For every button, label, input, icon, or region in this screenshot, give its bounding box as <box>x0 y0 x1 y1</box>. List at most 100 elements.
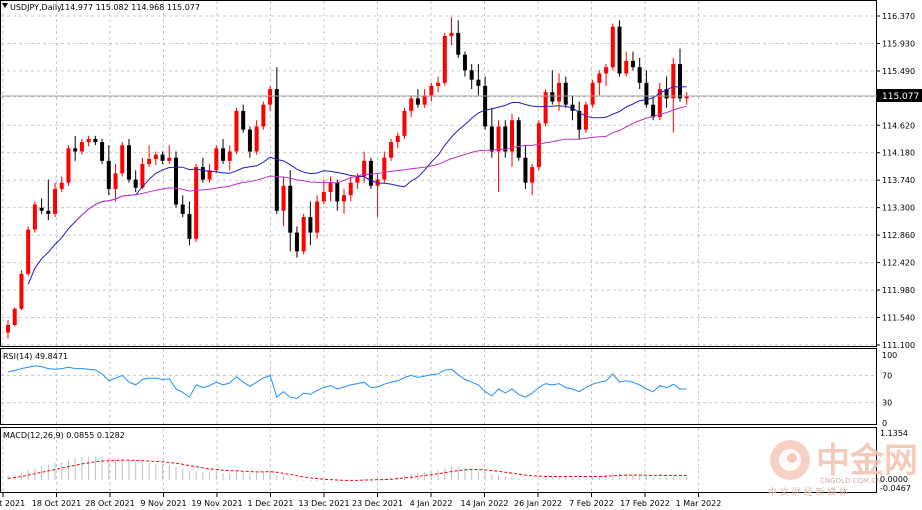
candle-body <box>6 325 10 333</box>
macd-tick-label: 1.1354 <box>880 429 908 438</box>
candle-body <box>200 167 205 180</box>
date-tick-label: 13 Dec 2021 <box>298 499 349 508</box>
ma-slow-line <box>74 105 687 222</box>
candle-body <box>503 126 508 152</box>
candle-body <box>684 96 689 99</box>
macd-signal-line <box>7 459 687 481</box>
candle-body <box>227 151 232 161</box>
candle-body <box>174 157 178 205</box>
candle-body <box>489 126 494 152</box>
candle-body <box>180 204 185 214</box>
candle-body <box>624 60 629 74</box>
candle-body <box>254 126 259 152</box>
price-tick-label: 116.370 <box>882 12 915 21</box>
price-tick-label: 111.100 <box>882 341 915 350</box>
date-tick-label: 17 Feb 2022 <box>620 499 670 508</box>
rsi-tick-label: 70 <box>882 371 892 380</box>
macd-series <box>7 456 688 482</box>
candle-body <box>86 138 91 143</box>
chart-ohlc: 114.977 115.082 114.968 115.077 <box>60 3 200 12</box>
watermark: 中金网 CNGOLD.COM.CN 中 文 财 经 新 媒 体 <box>768 440 918 498</box>
rsi-tick-label: 100 <box>882 351 897 360</box>
candle-body <box>530 167 535 183</box>
candle-body <box>510 120 514 152</box>
rsi-tick-label: 0 <box>882 419 887 428</box>
price-tick-label: 114.180 <box>882 149 915 158</box>
candle-body <box>550 92 555 102</box>
candle-body <box>153 154 158 159</box>
candle-body <box>140 163 145 188</box>
candle-body <box>590 82 595 105</box>
candle-body <box>194 167 199 239</box>
rsi-series <box>7 365 687 400</box>
rsi-line <box>7 365 687 400</box>
candle-body <box>442 35 447 83</box>
candle-body <box>207 170 212 180</box>
candle-body <box>389 142 394 158</box>
candle-body <box>651 104 656 118</box>
candle-body <box>368 160 373 186</box>
candle-body <box>456 32 461 55</box>
candle-body <box>234 110 239 152</box>
candle-body <box>328 182 333 193</box>
candle-body <box>12 308 17 326</box>
price-tick-label: 113.740 <box>882 176 915 185</box>
candle-body <box>362 160 367 177</box>
candle-body <box>395 135 400 143</box>
date-tick-label: 1 Dec 2021 <box>247 499 293 508</box>
chart-symbol: USDJPY,Daily <box>10 3 62 12</box>
current-price-tag <box>877 89 922 102</box>
current-price-label: 115.077 <box>882 92 919 102</box>
candle-body <box>268 89 273 105</box>
symbol-marker-icon <box>2 3 8 8</box>
candle-body <box>53 188 58 214</box>
candle-body <box>281 185 286 211</box>
watermark-brand: 中金网 <box>816 441 918 481</box>
rsi-panel-frame <box>0 348 877 425</box>
candle-body <box>59 182 64 189</box>
candle-body <box>355 176 360 183</box>
candle-body <box>315 201 320 233</box>
watermark-logo-dot <box>787 453 797 463</box>
candle-body <box>348 182 353 196</box>
candle-body <box>167 157 172 161</box>
date-tick-label: 23 Dec 2021 <box>352 499 403 508</box>
candle-body <box>66 148 71 183</box>
price-tick-label: 114.620 <box>882 121 915 130</box>
price-tick-label: 111.540 <box>882 314 915 323</box>
candle-body <box>32 204 37 230</box>
date-tick-label: 26 Jan 2022 <box>514 499 562 508</box>
candle-body <box>247 129 252 152</box>
date-tick-label: 18 Oct 2021 <box>32 499 81 508</box>
rsi-label: RSI(14) 49.8471 <box>3 352 68 361</box>
macd-panel-frame <box>0 427 877 493</box>
candle-body <box>335 182 340 202</box>
price-tick-label: 111.980 <box>882 286 915 295</box>
date-tick-label: 4 Jan 2022 <box>410 499 453 508</box>
candle-body <box>422 95 427 105</box>
date-axis: 5 Oct 2021 18 Oct 2021 28 Oct 2021 9 Nov 20… <box>0 493 721 508</box>
candle-body <box>187 213 192 239</box>
candle-body <box>382 157 387 180</box>
candle-body <box>288 185 293 233</box>
candle-body <box>402 110 407 136</box>
candle-body <box>19 273 24 309</box>
date-tick-label: 19 Nov 2021 <box>191 499 242 508</box>
candle-body <box>26 229 31 274</box>
candle-body <box>630 60 635 68</box>
candle-body <box>120 145 125 174</box>
macd-axis: 1.1354 0.0000-0.0467 <box>880 429 911 493</box>
main-panel-frame <box>0 0 877 347</box>
date-tick-label: 5 Oct 2021 <box>0 499 25 508</box>
candle-body <box>39 207 44 211</box>
price-tick-label: 115.490 <box>882 67 915 76</box>
candle-body <box>583 104 588 130</box>
candle-body <box>496 126 501 152</box>
candle-body <box>436 82 441 86</box>
macd-label: MACD(12,26,9) 0.0855 0.1282 <box>3 431 125 440</box>
rsi-tick-label: 30 <box>882 399 892 408</box>
candle-body <box>657 89 662 118</box>
candle-body <box>221 148 226 161</box>
candle-body <box>469 70 474 80</box>
